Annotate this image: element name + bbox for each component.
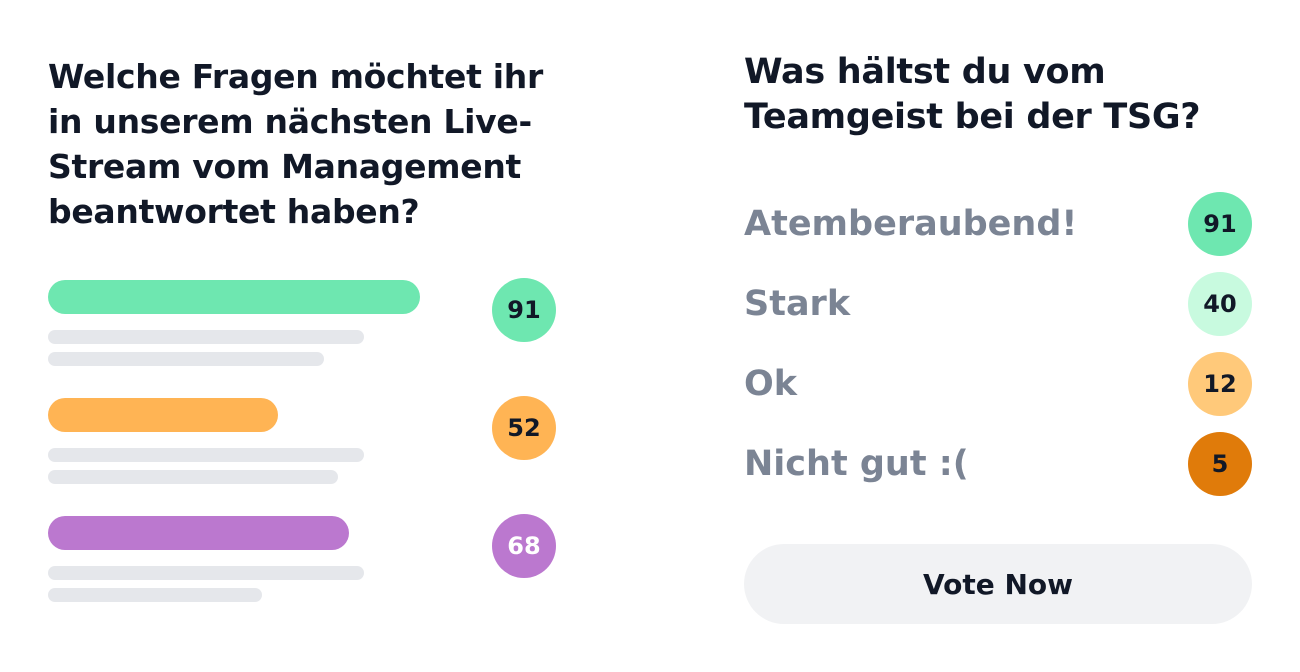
poll-option-label: Ok	[744, 364, 798, 404]
left-poll-item-3[interactable]: 68	[48, 514, 558, 606]
vote-count-badge: 91	[492, 278, 556, 342]
left-poll-question: Welche Fragen möchtet ihr in unserem näc…	[48, 57, 543, 231]
vote-count-badge: 5	[1188, 432, 1252, 496]
vote-count-badge: 52	[492, 396, 556, 460]
left-poll-card: Welche Fragen möchtet ihr in unserem näc…	[48, 54, 568, 634]
vote-count-badge: 12	[1188, 352, 1252, 416]
right-poll-card: Was hältst du vom Teamgeist bei der TSG?…	[744, 50, 1252, 630]
poll-option-stark[interactable]: Stark 40	[744, 272, 1252, 336]
poll-option-label: Nicht gut :(	[744, 444, 969, 484]
poll-option-label: Stark	[744, 284, 851, 324]
placeholder-text-line	[48, 448, 364, 462]
poll-option-ok[interactable]: Ok 12	[744, 352, 1252, 416]
placeholder-text-line	[48, 470, 338, 484]
placeholder-text-line	[48, 330, 364, 344]
left-poll-item-bar	[48, 280, 420, 314]
left-poll-item-bar	[48, 398, 278, 432]
placeholder-text-line	[48, 588, 262, 602]
vote-count-badge: 40	[1188, 272, 1252, 336]
left-poll-item-1[interactable]: 91	[48, 278, 558, 370]
vote-now-button[interactable]: Vote Now	[744, 544, 1252, 624]
poll-option-label: Atemberaubend!	[744, 204, 1078, 244]
placeholder-text-line	[48, 352, 324, 366]
left-poll-item-bar	[48, 516, 349, 550]
poll-option-nicht-gut[interactable]: Nicht gut :( 5	[744, 432, 1252, 496]
poll-option-atemberaubend[interactable]: Atemberaubend! 91	[744, 192, 1252, 256]
vote-count-badge: 91	[1188, 192, 1252, 256]
left-poll-item-2[interactable]: 52	[48, 396, 558, 488]
placeholder-text-line	[48, 566, 364, 580]
right-poll-question: Was hältst du vom Teamgeist bei der TSG?	[744, 52, 1201, 137]
vote-count-badge: 68	[492, 514, 556, 578]
